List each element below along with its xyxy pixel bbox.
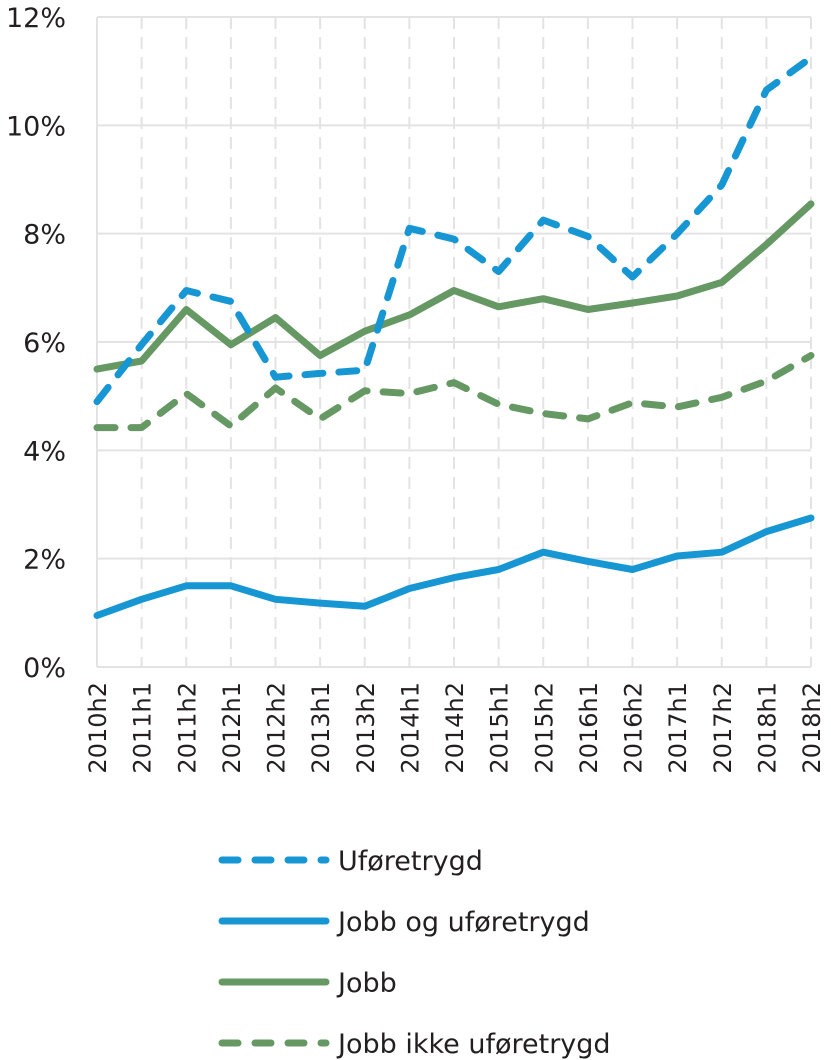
legend: Uføretrygd Jobb og uføretrygd Jobb Jobb ikk…	[218, 846, 611, 1060]
x-tick-label: 2012h1	[218, 682, 246, 774]
x-tick-label: 2017h1	[664, 682, 692, 774]
x-tick-label: 2011h1	[129, 682, 157, 774]
y-tick-label: 6%	[23, 328, 66, 359]
series-line-uf-retrygd	[93, 54, 815, 406]
y-tick-label: 4%	[23, 436, 66, 467]
y-axis-ticks: 0% 2% 4% 6% 8% 10% 12%	[6, 3, 66, 684]
legend-item: Jobb	[218, 968, 397, 999]
y-tick-label: 8%	[23, 220, 66, 251]
series-lines	[93, 54, 815, 619]
y-tick-label: 10%	[6, 111, 66, 142]
x-tick-label: 2016h1	[575, 682, 603, 774]
x-tick-label: 2017h2	[709, 682, 737, 774]
legend-item: Jobb ikke uføretrygd	[218, 1029, 611, 1060]
y-tick-label: 2%	[23, 545, 66, 576]
x-tick-label: 2014h1	[396, 682, 424, 774]
series-line-jobb-ikke-uf-retrygd	[93, 352, 815, 432]
x-tick-label: 2012h2	[263, 682, 291, 774]
legend-item: Uføretrygd	[218, 846, 483, 877]
series-line-jobb	[93, 200, 815, 373]
grid	[96, 16, 812, 668]
legend-label: Jobb ikke uføretrygd	[336, 1029, 611, 1060]
x-tick-label: 2014h2	[441, 682, 469, 774]
x-tick-label: 2013h1	[307, 682, 335, 774]
x-tick-label: 2018h2	[798, 682, 826, 774]
x-axis-ticks: 2010h2 2011h1 2011h2 2012h1 2012h2 2013h1 2013…	[84, 682, 826, 774]
x-tick-label: 2013h2	[352, 682, 380, 774]
y-tick-label: 12%	[6, 3, 66, 34]
series-line-jobb-og-uf-retrygd	[93, 514, 815, 619]
legend-label: Jobb og uføretrygd	[336, 907, 590, 938]
x-tick-label: 2011h2	[173, 682, 201, 774]
x-tick-label: 2016h2	[620, 682, 648, 774]
x-tick-label: 2015h2	[530, 682, 558, 774]
legend-item: Jobb og uføretrygd	[218, 907, 590, 938]
x-tick-label: 2018h1	[753, 682, 781, 774]
legend-label: Jobb	[336, 968, 397, 999]
legend-label: Uføretrygd	[338, 846, 483, 877]
y-tick-label: 0%	[23, 653, 66, 684]
x-tick-label: 2010h2	[84, 682, 112, 774]
x-tick-label: 2015h1	[486, 682, 514, 774]
